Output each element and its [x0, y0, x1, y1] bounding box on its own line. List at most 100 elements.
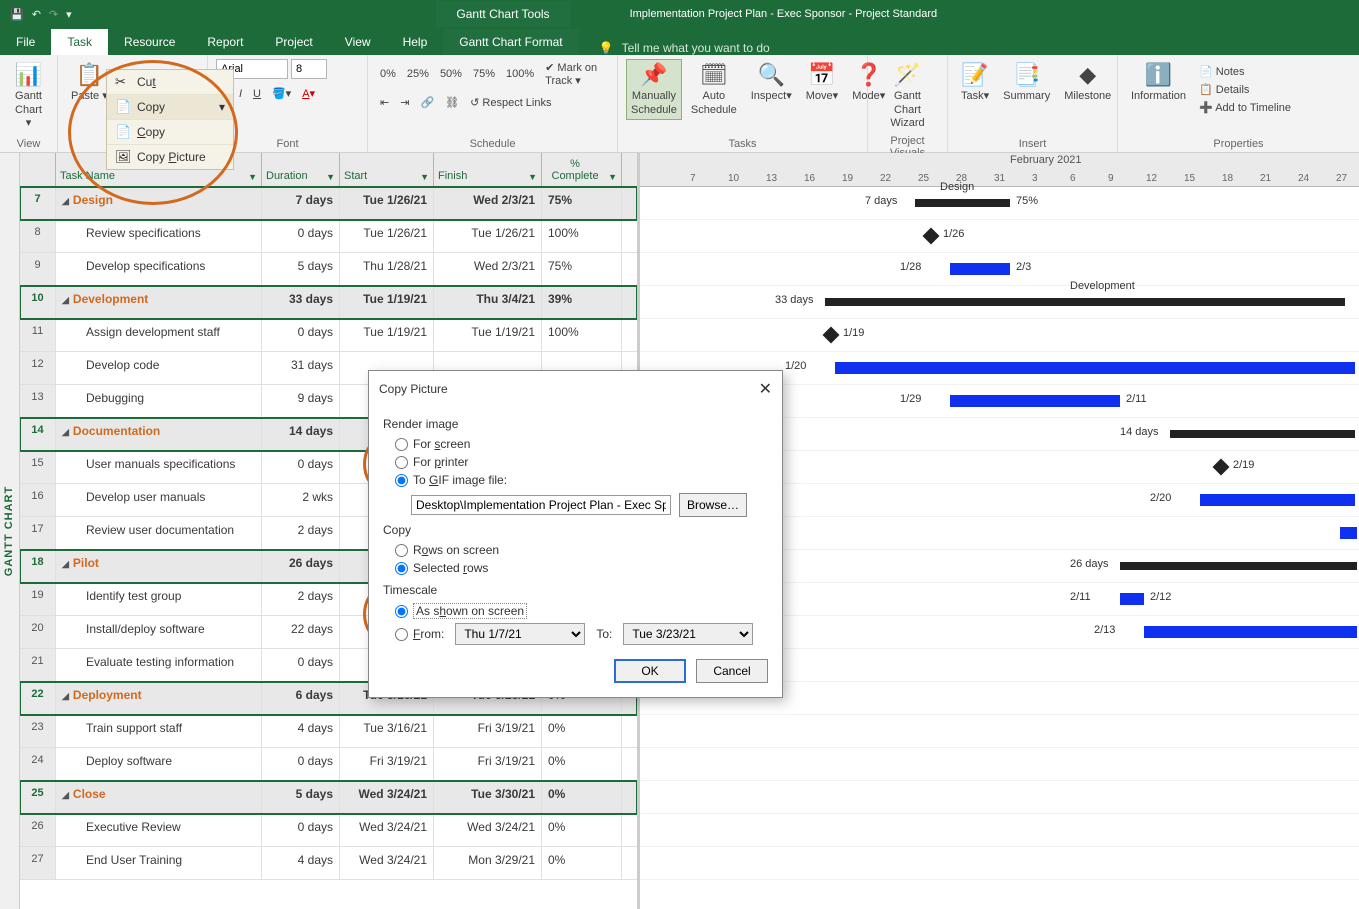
add-timeline-button[interactable]: ➕ Add to Timeline	[1195, 99, 1295, 116]
table-row[interactable]: 26Executive Review0 daysWed 3/24/21Wed 3…	[20, 814, 637, 847]
copy-picture-dialog: Copy Picture ✕ Render image For screen F…	[368, 370, 783, 698]
opt-to-gif[interactable]: To GIF image file:	[383, 471, 768, 489]
ok-button[interactable]: OK	[614, 659, 686, 683]
auto-schedule-button[interactable]: 🗓Auto Schedule	[686, 59, 742, 120]
table-row[interactable]: 10◢Development33 daysTue 1/19/21Thu 3/4/…	[20, 286, 637, 319]
cancel-button[interactable]: Cancel	[696, 659, 768, 683]
pct100-button[interactable]: 100%	[502, 66, 538, 82]
font-size-input[interactable]	[291, 59, 327, 79]
task-button[interactable]: 📝Task▾	[956, 59, 994, 107]
dialog-title: Copy Picture	[379, 382, 448, 396]
copy-dropdown-menu: ✂Cut 📄Copy ▾ 📄Copy 🖼Copy Picture	[106, 69, 234, 170]
font-color-button[interactable]: A▾	[298, 85, 319, 102]
outdent-button[interactable]: ⇤	[376, 94, 393, 111]
pct25-button[interactable]: 25%	[403, 66, 433, 82]
notes-button[interactable]: 📄 Notes	[1195, 63, 1295, 80]
italic-button[interactable]: I	[235, 86, 246, 102]
tab-view[interactable]: View	[329, 29, 387, 55]
table-row[interactable]: 7◢Design7 daysTue 1/26/21Wed 2/3/2175%	[20, 187, 637, 220]
table-row[interactable]: 25◢Close5 daysWed 3/24/21Tue 3/30/210%	[20, 781, 637, 814]
paste-icon: 📋	[71, 62, 108, 88]
copy-dropdown-header[interactable]: 📄Copy ▾	[107, 95, 233, 120]
inspect-icon: 🔍	[751, 62, 792, 88]
table-row[interactable]: 11Assign development staff0 daysTue 1/19…	[20, 319, 637, 352]
cut-item[interactable]: ✂Cut	[107, 70, 233, 95]
summary-icon: 📑	[1003, 62, 1050, 88]
milestone-button[interactable]: ◆Milestone	[1059, 59, 1116, 107]
col-id[interactable]	[20, 153, 56, 186]
move-icon: 📅	[806, 62, 838, 88]
table-row[interactable]: 27End User Training4 daysWed 3/24/21Mon …	[20, 847, 637, 880]
information-button[interactable]: ℹ️Information	[1126, 59, 1191, 107]
sidebar-label: GANTT CHART	[4, 486, 16, 576]
tab-file[interactable]: File	[0, 29, 51, 55]
copy-icon: 📄	[115, 99, 131, 115]
tell-me[interactable]: 💡 Tell me what you want to do	[579, 41, 770, 55]
tab-resource[interactable]: Resource	[108, 29, 191, 55]
auto-icon: 🗓	[691, 62, 737, 88]
copy-item[interactable]: 📄Copy	[107, 120, 233, 145]
redo-icon[interactable]: ↷	[49, 8, 58, 21]
copy-picture-item[interactable]: 🖼Copy Picture	[107, 145, 233, 169]
tab-task[interactable]: Task	[51, 29, 108, 55]
table-row[interactable]: 23Train support staff4 daysTue 3/16/21Fr…	[20, 715, 637, 748]
ribbon-tabs: FileTaskResourceReportProjectViewHelp Ga…	[0, 28, 1359, 55]
pct0-button[interactable]: 0%	[376, 66, 400, 82]
fill-color-button[interactable]: 🪣▾	[268, 85, 295, 102]
details-button[interactable]: 📋 Details	[1195, 81, 1295, 98]
summary-button[interactable]: 📑Summary	[998, 59, 1055, 107]
lightbulb-icon: 💡	[599, 41, 614, 55]
picture-icon: 🖼	[115, 149, 131, 165]
manually-schedule-button[interactable]: 📌Manually Schedule	[626, 59, 682, 120]
respect-links-button[interactable]: ↺ Respect Links	[466, 94, 555, 111]
app-title: Implementation Project Plan - Exec Spons…	[570, 8, 1359, 20]
opt-from[interactable]: From: Thu 1/7/21 To: Tue 3/23/21	[383, 621, 768, 647]
save-icon[interactable]: 💾	[10, 8, 24, 21]
gif-path-input[interactable]	[411, 495, 671, 515]
link-button[interactable]: 🔗	[416, 94, 438, 111]
task-icon: 📝	[961, 62, 989, 88]
qat-more-icon[interactable]: ▾	[66, 8, 72, 21]
gantt-chart-button[interactable]: 📊Gantt Chart ▾	[8, 59, 49, 133]
wizard-icon: 🪄	[881, 62, 934, 88]
tab-report[interactable]: Report	[191, 29, 259, 55]
close-icon[interactable]: ✕	[759, 379, 772, 399]
gantt-wizard-button[interactable]: 🪄Gantt Chart Wizard	[876, 59, 939, 133]
to-date-select[interactable]: Tue 3/23/21	[623, 623, 753, 645]
title-bar: 💾 ↶ ↷ ▾ Gantt Chart Tools Implementation…	[0, 0, 1359, 28]
underline-button[interactable]: U	[249, 86, 265, 102]
indent-button[interactable]: ⇥	[396, 94, 413, 111]
tab-project[interactable]: Project	[259, 29, 328, 55]
col-start[interactable]: Start▼	[340, 153, 434, 186]
opt-selected-rows[interactable]: Selected rows	[383, 559, 768, 577]
col-finish[interactable]: Finish▼	[434, 153, 542, 186]
tab-help[interactable]: Help	[387, 29, 444, 55]
pct50-button[interactable]: 50%	[436, 66, 466, 82]
opt-for-printer[interactable]: For printer	[383, 453, 768, 471]
info-icon: ℹ️	[1131, 62, 1186, 88]
tab-gantt-format[interactable]: Gantt Chart Format	[443, 29, 578, 55]
undo-icon[interactable]: ↶	[32, 8, 41, 21]
table-row[interactable]: 9Develop specifications5 daysThu 1/28/21…	[20, 253, 637, 286]
opt-rows-screen[interactable]: Rows on screen	[383, 541, 768, 559]
timescale-group-label: Timescale	[383, 577, 768, 601]
pct75-button[interactable]: 75%	[469, 66, 499, 82]
from-date-select[interactable]: Thu 1/7/21	[455, 623, 585, 645]
milestone-icon: ◆	[1064, 62, 1111, 88]
move-button[interactable]: 📅Move▾	[801, 59, 843, 107]
col-duration[interactable]: Duration▼	[262, 153, 340, 186]
render-group-label: Render image	[383, 411, 768, 435]
unlink-button[interactable]: ⛓	[441, 94, 463, 111]
table-row[interactable]: 8Review specifications0 daysTue 1/26/21T…	[20, 220, 637, 253]
col-pct[interactable]: % Complete▼	[542, 153, 622, 186]
copy-icon: 📄	[115, 124, 131, 140]
inspect-button[interactable]: 🔍Inspect▾	[746, 59, 797, 107]
copy-group-label: Copy	[383, 517, 768, 541]
opt-as-shown[interactable]: As shown on screen	[383, 601, 768, 621]
opt-for-screen[interactable]: For screen	[383, 435, 768, 453]
pin-icon: 📌	[631, 62, 677, 88]
table-row[interactable]: 24Deploy software0 daysFri 3/19/21Fri 3/…	[20, 748, 637, 781]
view-sidebar: GANTT CHART	[0, 153, 20, 909]
mark-on-track-button[interactable]: ✔ Mark on Track ▾	[541, 59, 609, 89]
browse-button[interactable]: Browse…	[679, 493, 747, 517]
